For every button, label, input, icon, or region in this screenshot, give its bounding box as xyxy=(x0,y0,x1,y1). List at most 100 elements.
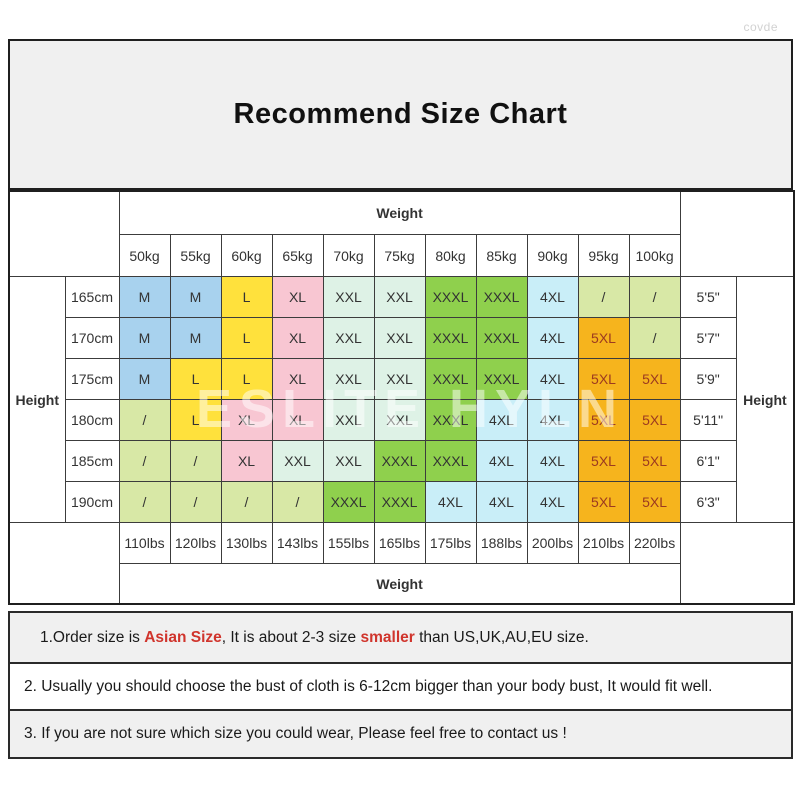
size-cell: XXXL xyxy=(373,440,426,482)
size-cell: M xyxy=(118,358,171,400)
lbs-cell: 210lbs xyxy=(577,522,630,564)
lbs-cell: 188lbs xyxy=(475,522,528,564)
corner-cell xyxy=(8,522,120,605)
cm-cell: 190cm xyxy=(64,481,120,523)
size-cell: XL xyxy=(220,399,273,441)
ft-cell: 6'1" xyxy=(679,440,737,482)
size-cell: 5XL xyxy=(577,317,630,359)
kg-header-cell: 85kg xyxy=(475,234,528,277)
corner-cell xyxy=(679,190,795,277)
note-1: 1.Order size is Asian Size, It is about … xyxy=(8,611,793,664)
cm-cell: 185cm xyxy=(64,440,120,482)
kg-header-cell: 95kg xyxy=(577,234,630,277)
size-cell: XL xyxy=(271,317,324,359)
size-cell: L xyxy=(220,276,273,318)
cm-cell: 165cm xyxy=(64,276,120,318)
weight-header: Weight xyxy=(118,190,681,235)
size-cell: XXXL xyxy=(322,481,375,523)
size-cell: M xyxy=(118,317,171,359)
size-cell: XXL xyxy=(373,276,426,318)
size-cell: 4XL xyxy=(475,481,528,523)
size-cell: XXXL xyxy=(475,317,528,359)
size-cell: 5XL xyxy=(628,440,681,482)
cm-cell: 170cm xyxy=(64,317,120,359)
size-cell: XXXL xyxy=(424,358,477,400)
size-cell: / xyxy=(577,276,630,318)
kg-header-cell: 100kg xyxy=(628,234,681,277)
lbs-cell: 110lbs xyxy=(118,522,171,564)
size-cell: 5XL xyxy=(577,440,630,482)
size-chart-table: Weight 50kg 55kg 60kg 65kg 70kg 75kg 80kg 85kg 90… xyxy=(8,190,796,605)
size-cell: L xyxy=(220,317,273,359)
lbs-cell: 120lbs xyxy=(169,522,222,564)
note-2: 2. Usually you should choose the bust of… xyxy=(8,662,793,711)
size-cell: 5XL xyxy=(577,399,630,441)
size-cell: XXXL xyxy=(424,399,477,441)
size-cell: / xyxy=(628,276,681,318)
size-cell: 5XL xyxy=(577,358,630,400)
size-cell: M xyxy=(169,317,222,359)
size-cell: XL xyxy=(220,440,273,482)
size-cell: XXL xyxy=(322,358,375,400)
size-cell: XXXL xyxy=(424,317,477,359)
lbs-cell: 200lbs xyxy=(526,522,579,564)
size-cell: / xyxy=(220,481,273,523)
size-cell: / xyxy=(628,317,681,359)
size-cell: XL xyxy=(271,399,324,441)
size-cell: L xyxy=(169,399,222,441)
height-label-right: Height xyxy=(735,276,795,523)
size-cell: / xyxy=(118,440,171,482)
size-cell: 5XL xyxy=(577,481,630,523)
weight-footer: Weight xyxy=(118,563,681,605)
size-cell: XXL xyxy=(271,440,324,482)
ft-cell: 5'5" xyxy=(679,276,737,318)
kg-header-cell: 90kg xyxy=(526,234,579,277)
ft-cell: 5'9" xyxy=(679,358,737,400)
kg-header-cell: 75kg xyxy=(373,234,426,277)
size-cell: 4XL xyxy=(526,481,579,523)
kg-header-cell: 65kg xyxy=(271,234,324,277)
notes-section: 1.Order size is Asian Size, It is about … xyxy=(8,611,793,759)
cm-cell: 175cm xyxy=(64,358,120,400)
kg-header-cell: 70kg xyxy=(322,234,375,277)
size-cell: / xyxy=(169,440,222,482)
lbs-cell: 130lbs xyxy=(220,522,273,564)
ft-cell: 5'7" xyxy=(679,317,737,359)
size-cell: XXXL xyxy=(424,276,477,318)
size-cell: 5XL xyxy=(628,399,681,441)
size-cell: 4XL xyxy=(475,440,528,482)
kg-header-cell: 50kg xyxy=(118,234,171,277)
size-cell: XXL xyxy=(373,317,426,359)
size-cell: / xyxy=(271,481,324,523)
size-cell: XXL xyxy=(322,399,375,441)
title-box: Recommend Size Chart xyxy=(8,39,793,190)
kg-header-cell: 80kg xyxy=(424,234,477,277)
note-text: 1.Order size is Asian Size, It is about … xyxy=(40,628,589,646)
size-cell: XXL xyxy=(322,317,375,359)
size-cell: / xyxy=(118,481,171,523)
ft-cell: 5'11" xyxy=(679,399,737,441)
size-cell: XL xyxy=(271,276,324,318)
size-cell: XXXL xyxy=(373,481,426,523)
size-cell: / xyxy=(169,481,222,523)
size-cell: XXL xyxy=(322,440,375,482)
lbs-cell: 165lbs xyxy=(373,522,426,564)
note-text: 3. If you are not sure which size you co… xyxy=(24,725,567,742)
corner-cell xyxy=(8,190,120,277)
lbs-cell: 220lbs xyxy=(628,522,681,564)
note-text: 2. Usually you should choose the bust of… xyxy=(24,677,713,695)
cm-cell: 180cm xyxy=(64,399,120,441)
size-cell: XXL xyxy=(322,276,375,318)
size-cell: L xyxy=(169,358,222,400)
height-label-left: Height xyxy=(8,276,66,523)
lbs-cell: 143lbs xyxy=(271,522,324,564)
size-cell: XL xyxy=(271,358,324,400)
size-cell: XXL xyxy=(373,399,426,441)
size-cell: XXXL xyxy=(475,276,528,318)
watermark-corner: covde xyxy=(743,20,778,34)
size-cell: 5XL xyxy=(628,358,681,400)
size-cell: 5XL xyxy=(628,481,681,523)
size-cell: 4XL xyxy=(526,276,579,318)
lbs-cell: 155lbs xyxy=(322,522,375,564)
size-cell: 4XL xyxy=(424,481,477,523)
